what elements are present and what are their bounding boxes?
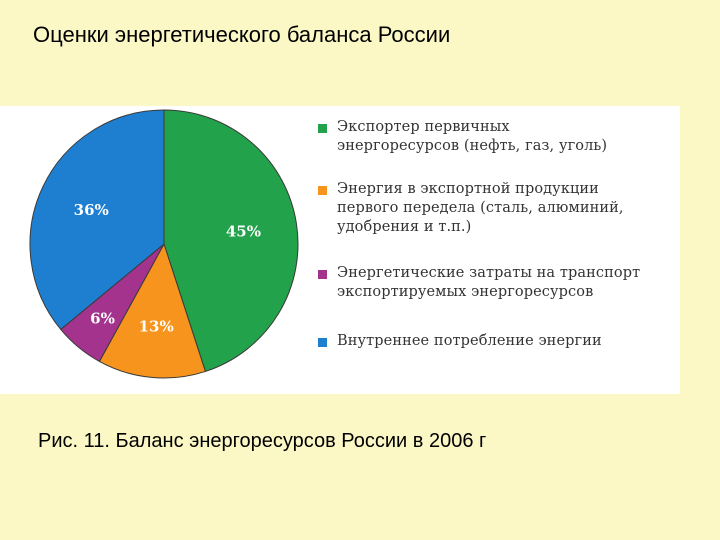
pie-slice-1 — [163, 109, 299, 373]
legend-label: Энергия в экспортной продукции первого пе… — [337, 180, 624, 237]
legend-item: Экспортер первичных энергоресурсов (нефть… — [318, 118, 607, 156]
figure-panel: 45% 13% 6% 36% Экспортер первичных энергорес… — [0, 106, 680, 394]
legend-swatch — [318, 338, 327, 347]
legend-item: Внутреннее потребление энергии — [318, 332, 602, 351]
legend-item: Энергетические затраты на транспорт экспо… — [318, 264, 640, 302]
slice-value-label: 6% — [90, 309, 115, 327]
legend-label-line: удобрения и т.п.) — [337, 219, 472, 235]
legend-label-line: первого передела (сталь, алюминий, — [337, 200, 624, 216]
legend-swatch — [318, 124, 327, 133]
slide-title: Оценки энергетического баланса России — [33, 22, 451, 47]
legend-label-line: Внутреннее потребление энергии — [337, 333, 602, 349]
figure-caption: Рис. 11. Баланс энергоресурсов России в … — [38, 430, 487, 452]
legend-label: Энергетические затраты на транспорт экспо… — [337, 264, 640, 302]
legend-label: Экспортер первичных энергоресурсов (нефть… — [337, 118, 607, 156]
slice-value-label: 36% — [74, 201, 109, 219]
legend-swatch — [318, 270, 327, 279]
pie-chart: 45% 13% 6% 36% — [29, 109, 299, 379]
pie-slice-4 — [29, 109, 165, 331]
legend-label: Внутреннее потребление энергии — [337, 332, 602, 351]
legend-label-line: экспортируемых энергоресурсов — [337, 284, 594, 300]
legend-label-line: Энергия в экспортной продукции — [337, 181, 599, 197]
slice-value-label: 45% — [226, 222, 261, 240]
legend-label-line: Экспортер первичных — [337, 119, 510, 135]
legend-swatch — [318, 186, 327, 195]
legend-item: Энергия в экспортной продукции первого пе… — [318, 180, 624, 237]
legend-label-line: энергоресурсов (нефть, газ, уголь) — [337, 138, 608, 154]
pie-slice-2 — [98, 242, 207, 379]
slice-value-label: 13% — [139, 318, 174, 336]
legend-label-line: Энергетические затраты на транспорт — [337, 265, 641, 281]
